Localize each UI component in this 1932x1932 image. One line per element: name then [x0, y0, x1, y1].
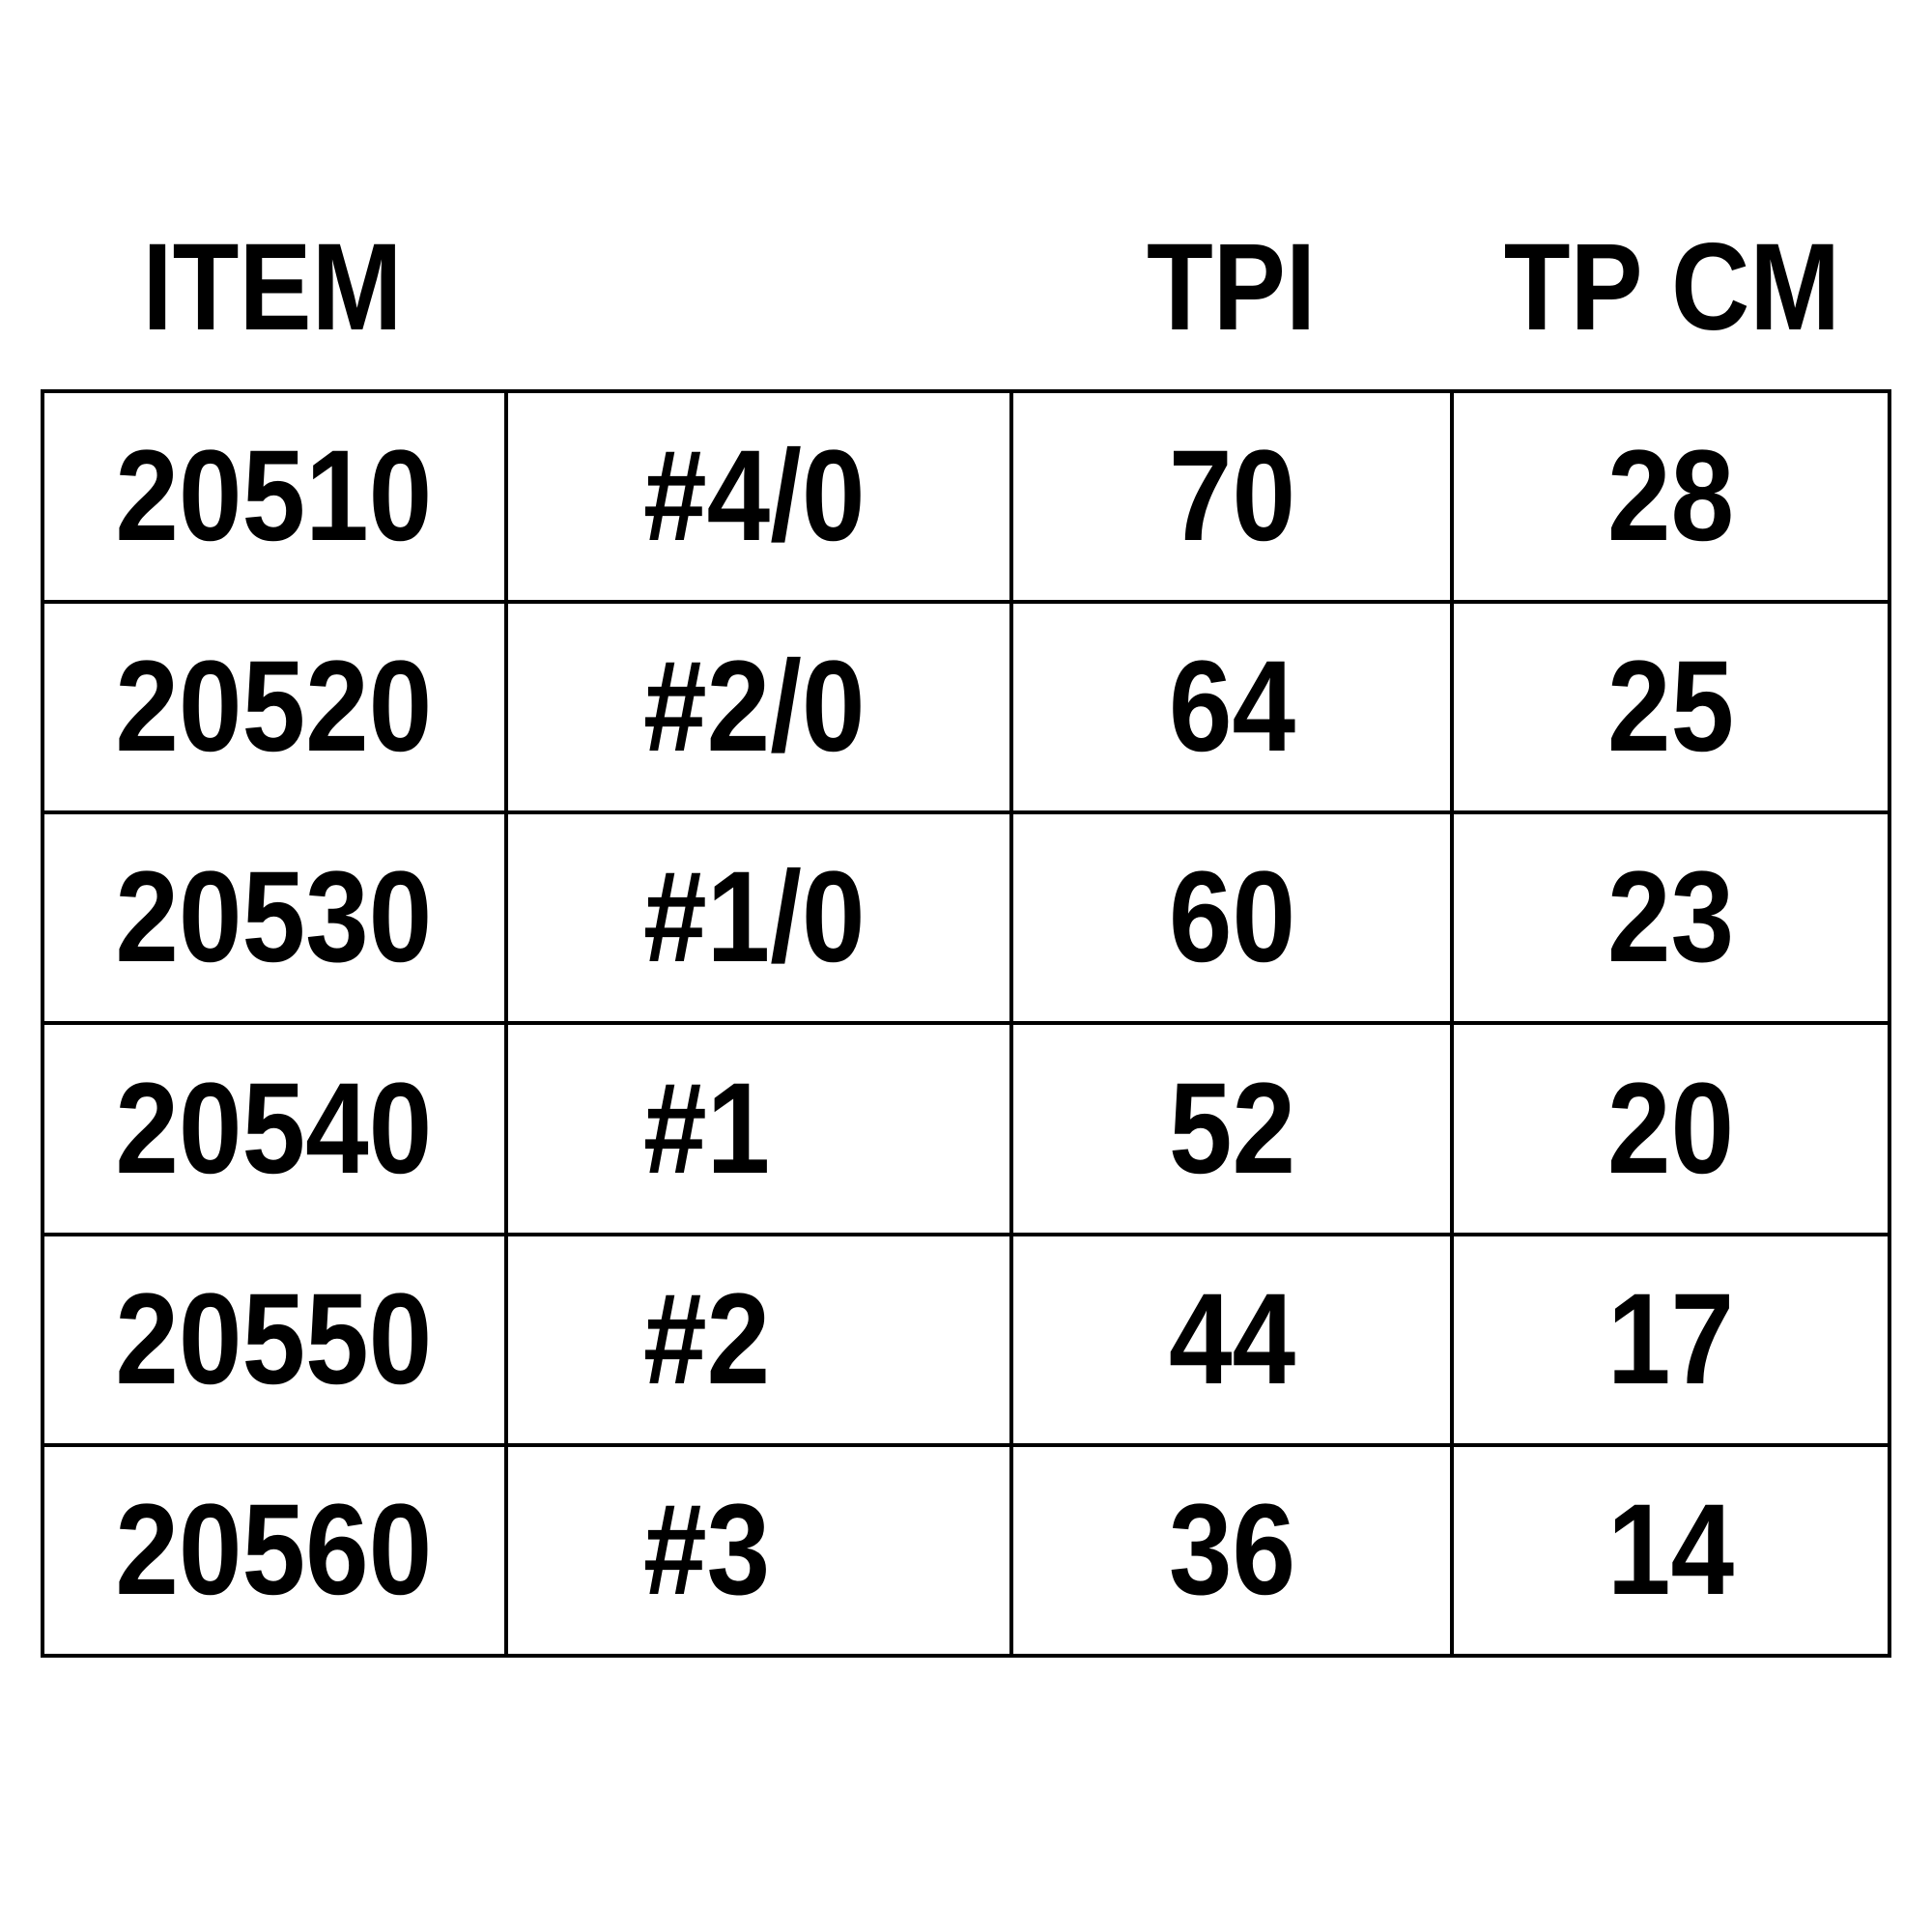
cell-tpi: 36	[1009, 1442, 1455, 1659]
cell-item: 20510	[41, 388, 508, 605]
cell-size: #3	[503, 1442, 1013, 1659]
cell-tp-cm: 17	[1450, 1232, 1891, 1447]
cell-tpi: 52	[1009, 1021, 1455, 1236]
cell-size: #4/0	[503, 388, 1013, 605]
cell-size: #2/0	[503, 600, 1013, 815]
table-row: 20510 #4/0 70 28	[41, 388, 1891, 605]
cell-tpi: 64	[1009, 600, 1455, 815]
cell-item: 20530	[41, 810, 508, 1026]
cell-item: 20550	[41, 1232, 508, 1447]
header-tpi: TPI	[1147, 218, 1317, 356]
cell-tp-cm: 14	[1450, 1442, 1891, 1659]
cell-item: 20540	[41, 1021, 508, 1236]
cell-tp-cm: 23	[1450, 810, 1891, 1026]
cell-size: #1/0	[503, 810, 1013, 1026]
header-tp-cm: TP CM	[1503, 218, 1841, 356]
cell-tp-cm: 25	[1450, 600, 1891, 815]
cell-tp-cm: 20	[1450, 1021, 1891, 1236]
data-table: 20510 #4/0 70 28 20520 #2/0 64 25 20530 #1/0 60 23 2…	[41, 388, 1891, 1659]
header-item: ITEM	[142, 218, 403, 356]
cell-item: 20520	[41, 600, 508, 815]
table-row: 20560 #3 36 14	[41, 1442, 1891, 1659]
table-row: 20540 #1 52 20	[41, 1021, 1891, 1236]
table-row: 20550 #2 44 17	[41, 1232, 1891, 1447]
cell-tpi: 70	[1009, 388, 1455, 605]
table-row: 20530 #1/0 60 23	[41, 810, 1891, 1026]
cell-tpi: 60	[1009, 810, 1455, 1026]
cell-item: 20560	[41, 1442, 508, 1659]
cell-tp-cm: 28	[1450, 388, 1891, 605]
cell-size: #2	[503, 1232, 1013, 1447]
table-row: 20520 #2/0 64 25	[41, 600, 1891, 815]
cell-size: #1	[503, 1021, 1013, 1236]
cell-tpi: 44	[1009, 1232, 1455, 1447]
